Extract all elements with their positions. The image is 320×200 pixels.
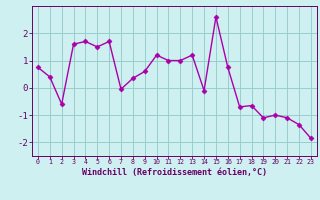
X-axis label: Windchill (Refroidissement éolien,°C): Windchill (Refroidissement éolien,°C) [82, 168, 267, 177]
